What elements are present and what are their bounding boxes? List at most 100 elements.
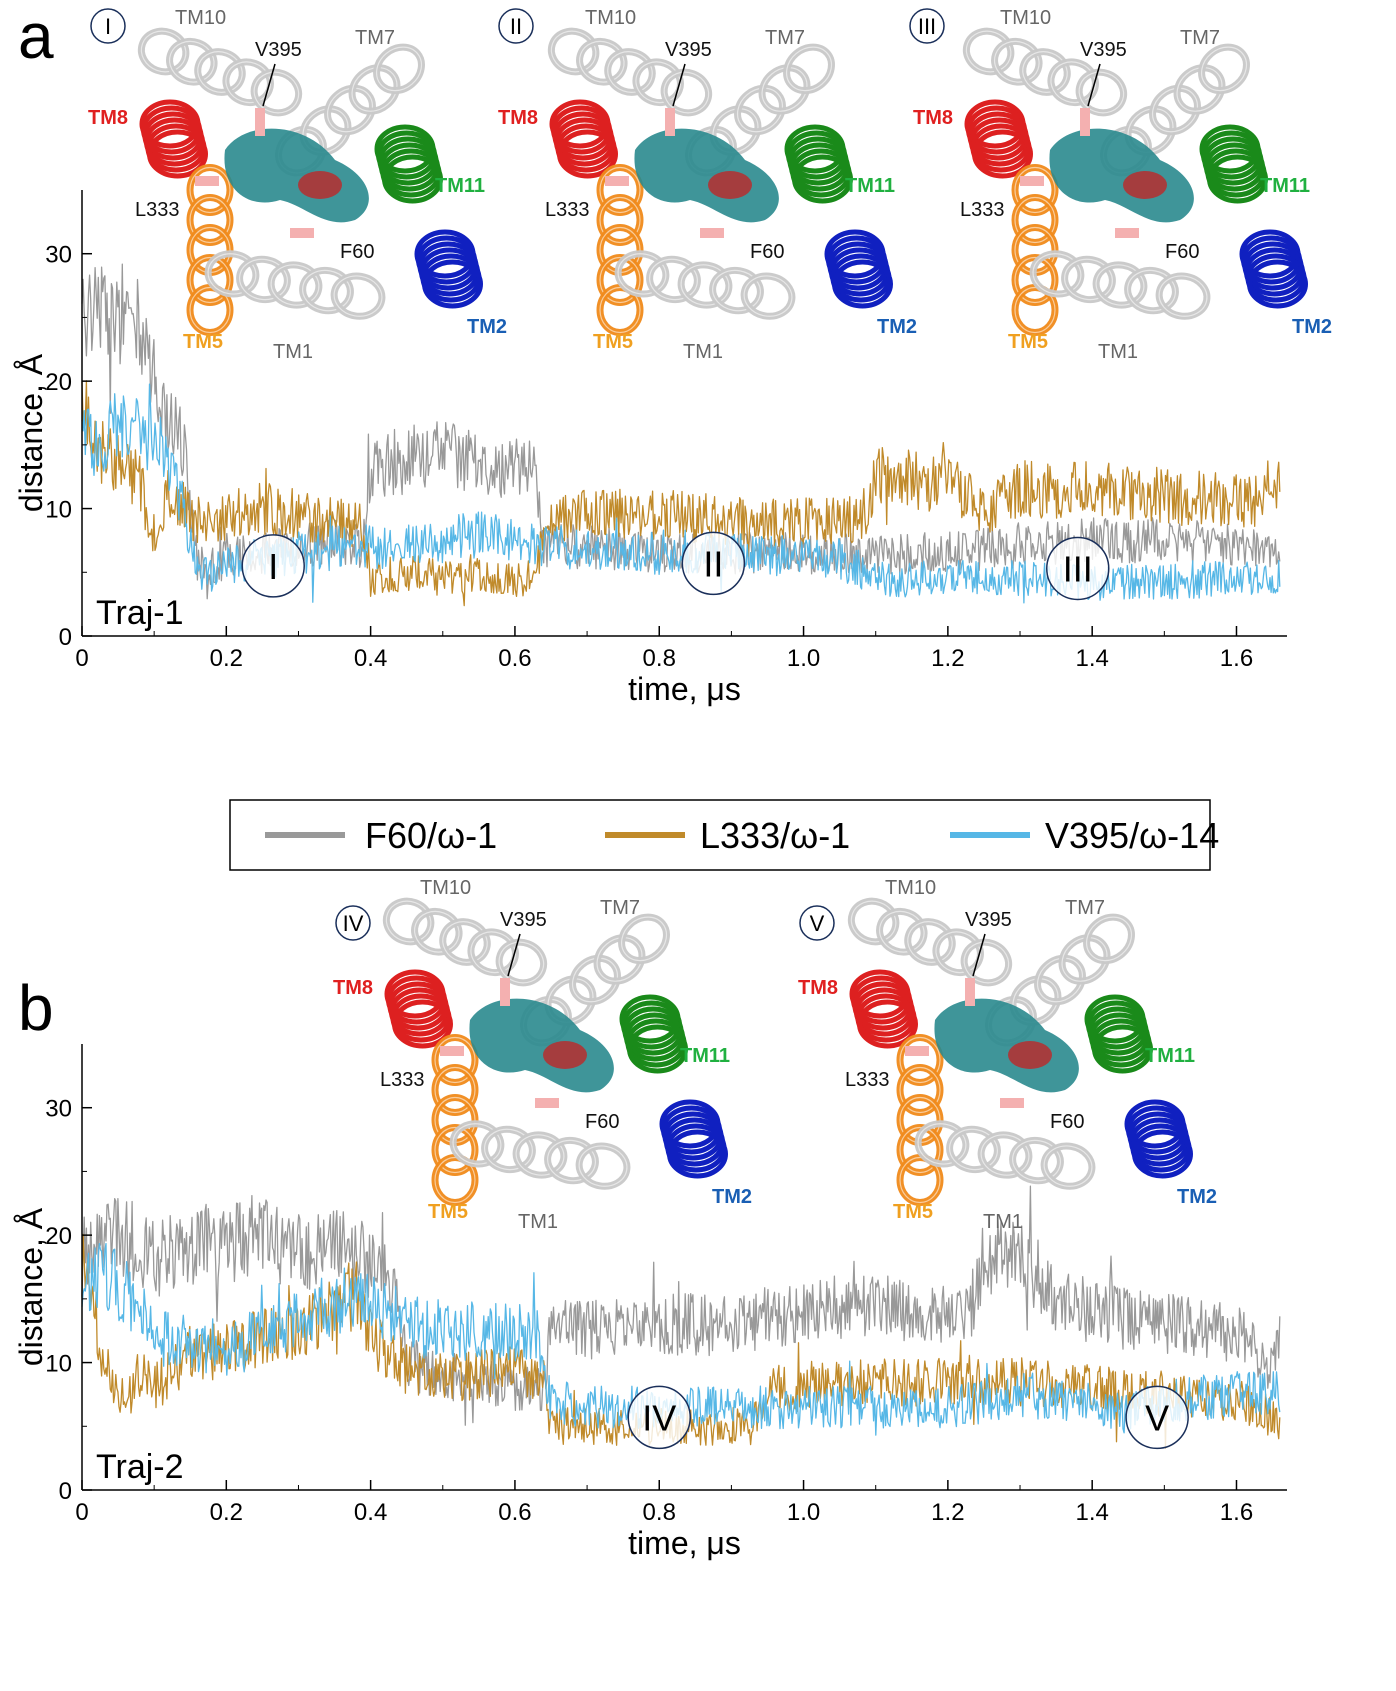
- helix-tm10: [962, 27, 1128, 117]
- helix-tm5-highlight: [1014, 286, 1056, 334]
- helix-tm10-highlight: [413, 910, 460, 953]
- residue-v395-sidechain: [965, 978, 975, 1006]
- helix-tm5-highlight: [899, 1036, 941, 1084]
- helix-tm1-highlight: [617, 253, 667, 295]
- helix-tm7-highlight: [571, 957, 619, 1003]
- helix-tm7-highlight: [596, 937, 643, 982]
- y-tick-label: 10: [45, 497, 72, 524]
- helix-tm11-turn: [382, 154, 443, 204]
- helix-tm8: [139, 99, 208, 179]
- x-tick-label: 0: [75, 645, 88, 672]
- helix-tm5-highlight: [899, 1126, 941, 1174]
- arrow-v395: [1087, 63, 1101, 107]
- label-tm7: TM7: [765, 27, 805, 49]
- helix-tm1-highlight: [333, 275, 383, 317]
- helix-tm5-highlight: [434, 1066, 476, 1114]
- residue-f60-sidechain: [1115, 228, 1139, 238]
- legend-box: [229, 799, 1211, 871]
- helix-tm2-turn: [832, 259, 893, 309]
- state-marker-label: II: [703, 543, 723, 584]
- helix-tm10-highlight: [225, 61, 272, 104]
- helix-tm5-highlight: [599, 166, 641, 214]
- label-tm5: TM5: [183, 331, 223, 353]
- helix-tm8-turn: [557, 129, 618, 179]
- helix-tm11-turn: [792, 154, 853, 204]
- helix-tm10: [847, 897, 1013, 987]
- label-v395: V395: [500, 909, 547, 931]
- residue-f60-sidechain: [535, 1098, 559, 1108]
- helix-tm7-highlight: [1036, 957, 1084, 1003]
- helix-tm5-highlight: [434, 1156, 476, 1204]
- label-f60: F60: [585, 1111, 619, 1133]
- label-tm11: TM11: [1145, 1045, 1195, 1067]
- helix-tm10: [547, 27, 713, 117]
- inset-roman-badge: [335, 905, 371, 941]
- label-tm1: TM1: [273, 341, 313, 363]
- helix-tm10-highlight: [550, 30, 597, 73]
- residue-l333-sidechain: [195, 176, 219, 186]
- helix-tm1-highlight: [917, 1123, 967, 1165]
- helix-tm7-highlight: [375, 46, 423, 92]
- label-f60: F60: [1050, 1111, 1084, 1133]
- helix-tm1-highlight: [1012, 1139, 1062, 1182]
- helix-tm7-highlight: [736, 87, 784, 133]
- y-tick-label: 20: [45, 1223, 72, 1250]
- legend-label-l333: L333/ω-1: [700, 815, 850, 856]
- helix-tm7-highlight: [1176, 67, 1223, 112]
- label-tm8: TM8: [88, 107, 128, 129]
- helix-tm8-turn: [857, 999, 918, 1049]
- helix-tm5-highlight: [599, 286, 641, 334]
- state-marker-circle: [1125, 1385, 1189, 1450]
- x-tick-label: 0: [75, 1499, 88, 1526]
- helix-tm5-highlight: [1014, 196, 1056, 244]
- helix-tm8: [964, 99, 1033, 179]
- helix-tm2: [1239, 229, 1308, 309]
- ligand-polar-region: [1123, 171, 1167, 199]
- inset-roman-label: III: [918, 14, 936, 39]
- label-tm2: TM2: [1177, 1186, 1217, 1208]
- helix-tm5-highlight: [189, 166, 231, 214]
- helix-tm5: [186, 164, 234, 336]
- x-tick-label: 0.8: [643, 1499, 676, 1526]
- helix-tm5: [596, 164, 644, 336]
- label-tm7: TM7: [600, 897, 640, 919]
- helix-tm2: [414, 229, 483, 309]
- label-l333: L333: [380, 1069, 425, 1091]
- ligand-surface: [1049, 128, 1194, 223]
- label-f60: F60: [1165, 241, 1199, 263]
- helix-tm5-highlight: [599, 196, 641, 244]
- helix-tm1-highlight: [515, 1134, 565, 1176]
- helix-tm1-highlight: [238, 258, 288, 301]
- inset-roman-label: II: [510, 14, 522, 39]
- y-tick-label: 30: [45, 242, 72, 269]
- helix-tm2: [659, 1099, 728, 1179]
- helix-tm1-highlight: [578, 1145, 628, 1187]
- label-tm11: TM11: [435, 175, 485, 197]
- helix-tm1-highlight: [648, 258, 698, 301]
- helix-tm10-highlight: [878, 910, 925, 953]
- label-v395: V395: [965, 909, 1012, 931]
- ligand-surface: [224, 128, 369, 223]
- arrow-v395: [972, 933, 986, 977]
- helix-tm5-highlight: [1014, 166, 1056, 214]
- helix-tm11: [1199, 124, 1268, 204]
- structure-inset-iii: III TM10 TM7 V395 TM8 TM11 L333 F60 TM5 TM1 TM2: [909, 7, 1332, 363]
- label-tm1: TM1: [1098, 341, 1138, 363]
- residue-f60-sidechain: [700, 228, 724, 238]
- label-tm2: TM2: [1292, 316, 1332, 338]
- helix-tm2: [824, 229, 893, 309]
- helix-tm11-turn: [1207, 154, 1268, 204]
- x-tick-label: 1.4: [1075, 645, 1108, 672]
- helix-tm7-highlight: [1151, 87, 1199, 133]
- helix-tm10-highlight: [578, 40, 625, 83]
- ligand-surface: [934, 998, 1079, 1093]
- helix-tm1-highlight: [1127, 269, 1177, 312]
- helix-tm1-highlight: [712, 269, 762, 312]
- helix-tm5-highlight: [434, 1036, 476, 1084]
- helix-tm5-highlight: [1014, 256, 1056, 304]
- helix-tm10-highlight: [442, 921, 488, 963]
- helix-tm1-highlight: [743, 275, 793, 317]
- helix-tm10-highlight: [470, 931, 517, 974]
- residue-l333-sidechain: [440, 1046, 464, 1056]
